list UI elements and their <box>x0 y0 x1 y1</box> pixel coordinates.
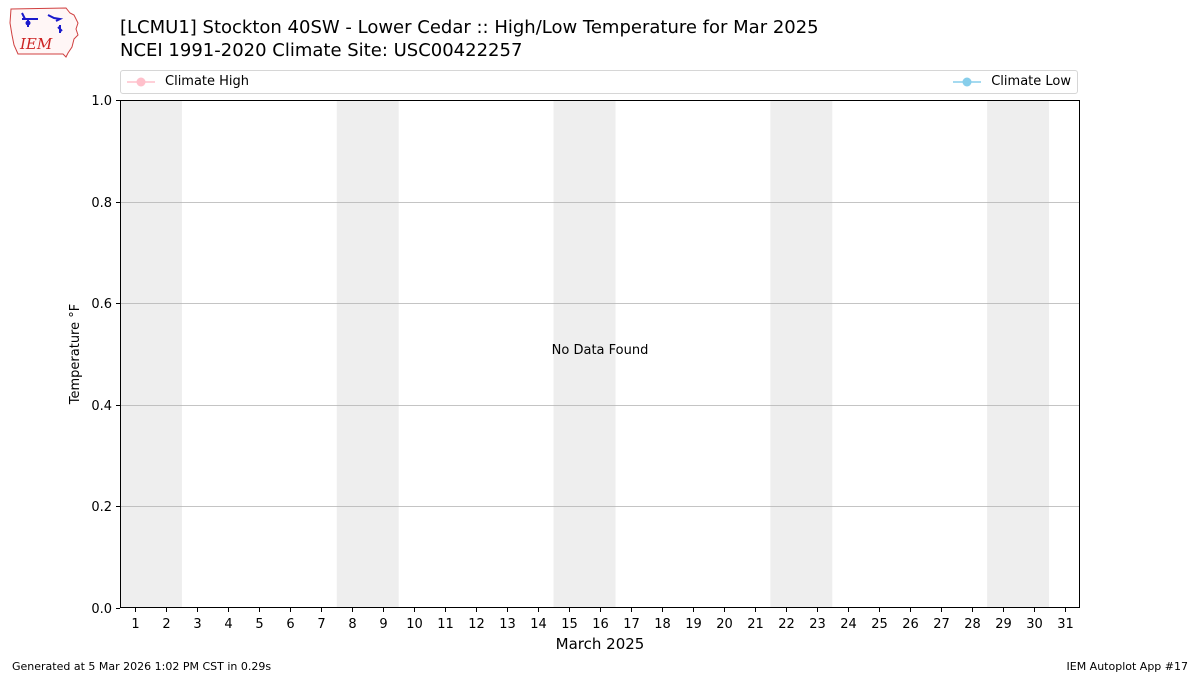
x-tick-label: 17 <box>623 617 640 632</box>
x-tick-label: 14 <box>530 617 547 632</box>
no-data-annotation: No Data Found <box>552 343 649 358</box>
x-tick-label: 31 <box>1057 617 1074 632</box>
x-tick-label: 16 <box>592 617 609 632</box>
weekend-band <box>120 100 182 608</box>
y-tick-label: 0.0 <box>91 602 112 617</box>
x-tick-label: 30 <box>1026 617 1043 632</box>
y-tick-label: 0.6 <box>91 297 112 312</box>
x-tick-label: 24 <box>840 617 857 632</box>
iem-logo: IEM <box>9 7 79 58</box>
legend: Climate High Climate Low <box>120 70 1078 94</box>
legend-item-climate-high: Climate High <box>127 74 249 89</box>
x-tick-label: 21 <box>747 617 764 632</box>
y-tick-label: 0.4 <box>91 399 112 414</box>
logo-text: IEM <box>19 35 53 53</box>
x-tick-label: 5 <box>255 617 263 632</box>
weekend-band <box>336 100 399 608</box>
x-tick-label: 4 <box>224 617 232 632</box>
x-tick-label: 28 <box>964 617 981 632</box>
x-tick-label: 29 <box>995 617 1012 632</box>
x-tick-label: 8 <box>348 617 356 632</box>
x-tick-label: 2 <box>162 617 170 632</box>
x-tick-label: 18 <box>654 617 671 632</box>
weekend-band <box>553 100 616 608</box>
climate-high-marker-icon <box>127 77 155 86</box>
x-tick-label: 12 <box>468 617 485 632</box>
plot-frame <box>120 100 1080 608</box>
y-tick-label: 0.2 <box>91 500 112 515</box>
weekend-band <box>770 100 833 608</box>
chart-subtitle: NCEI 1991-2020 Climate Site: USC00422257 <box>120 40 523 61</box>
x-axis-label: March 2025 <box>556 635 645 653</box>
x-tick-label: 26 <box>902 617 919 632</box>
x-tick-label: 11 <box>437 617 454 632</box>
x-tick-label: 9 <box>379 617 387 632</box>
generated-timestamp: Generated at 5 Mar 2026 1:02 PM CST in 0… <box>12 660 272 673</box>
x-tick-label: 19 <box>685 617 702 632</box>
legend-label-climate-low: Climate Low <box>991 74 1071 89</box>
y-axis-label: Temperature °F <box>68 304 83 405</box>
y-tick-label: 0.8 <box>91 196 112 211</box>
weekend-band <box>987 100 1050 608</box>
x-tick-label: 7 <box>317 617 325 632</box>
x-tick-label: 6 <box>286 617 294 632</box>
x-tick-label: 23 <box>809 617 826 632</box>
y-tick-label: 1.0 <box>91 94 112 109</box>
x-tick-label: 27 <box>933 617 950 632</box>
x-tick-label: 15 <box>561 617 578 632</box>
climate-low-marker-icon <box>953 77 982 86</box>
legend-label-climate-high: Climate High <box>165 74 250 89</box>
x-tick-label: 25 <box>871 617 888 632</box>
app-credit: IEM Autoplot App #17 <box>1066 660 1189 673</box>
chart-title: [LCMU1] Stockton 40SW - Lower Cedar :: H… <box>120 17 819 38</box>
x-tick-label: 20 <box>716 617 733 632</box>
x-tick-label: 3 <box>193 617 201 632</box>
x-tick-label: 22 <box>778 617 795 632</box>
x-tick-label: 10 <box>406 617 423 632</box>
legend-item-climate-low: Climate Low <box>953 74 1071 89</box>
x-tick-label: 13 <box>499 617 516 632</box>
x-tick-label: 1 <box>131 617 139 632</box>
